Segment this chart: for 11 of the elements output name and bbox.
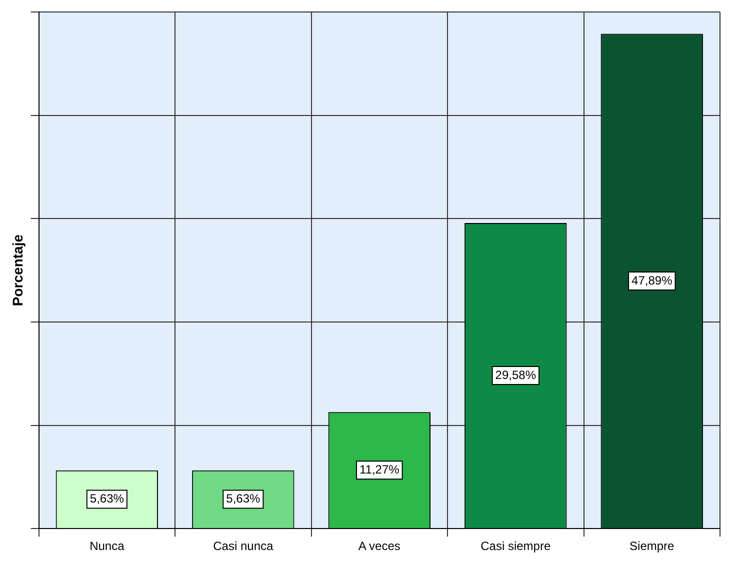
x-tick-label: Casi nunca [213, 539, 274, 554]
y-axis-title: Porcentaje [9, 234, 26, 306]
data-label: 29,58% [495, 368, 536, 382]
x-tick-label: A veces [358, 539, 400, 554]
x-tick-label: Nunca [90, 539, 125, 554]
data-label: 47,89% [632, 273, 673, 288]
data-label: 5,63% [90, 492, 124, 506]
data-label: 5,63% [226, 492, 260, 506]
data-label: 11,27% [359, 462, 400, 476]
x-tick-label: Siempre [630, 539, 675, 554]
x-tick-label: Casi siempre [480, 539, 551, 554]
